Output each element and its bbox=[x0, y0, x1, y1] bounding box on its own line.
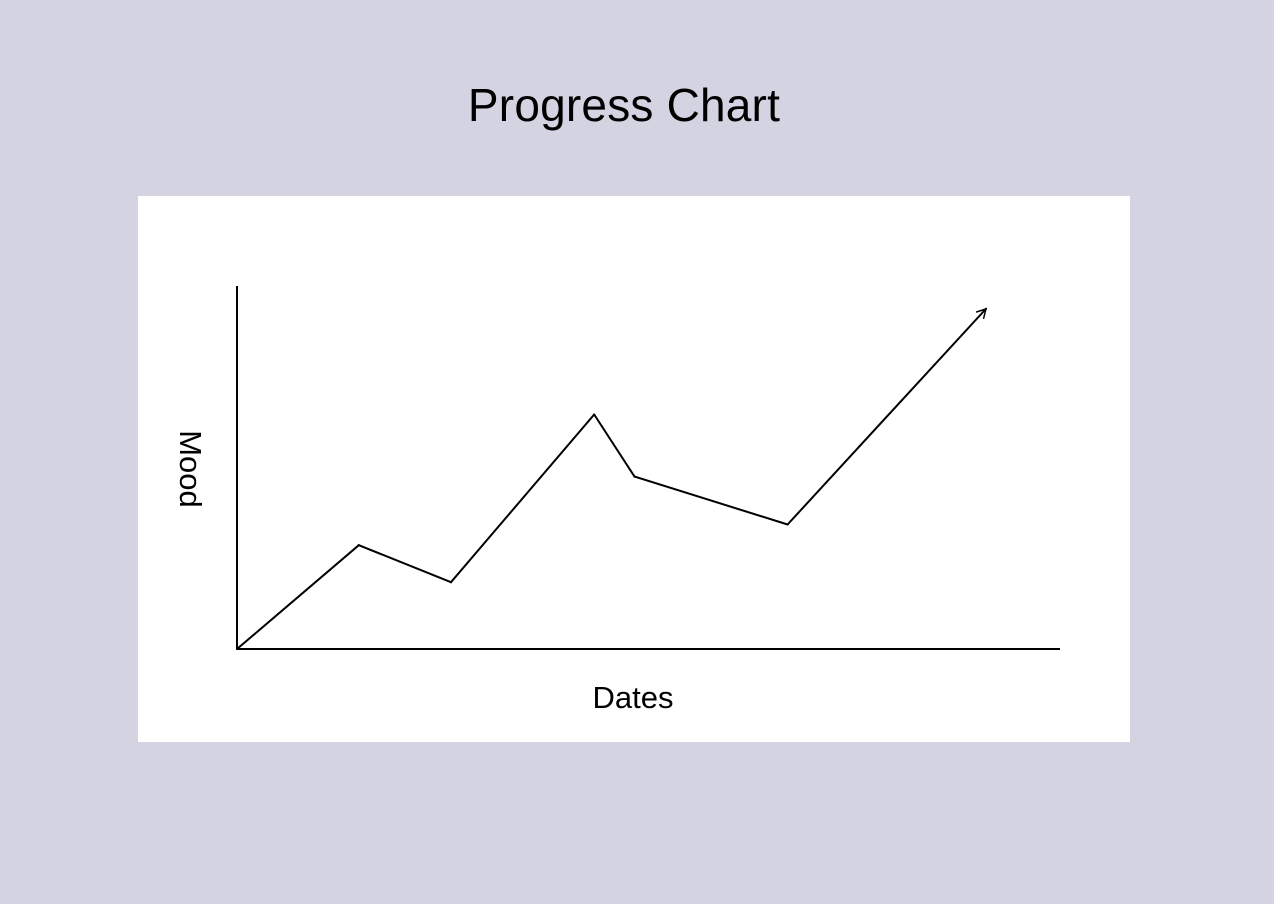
series-0-point-5 bbox=[786, 523, 789, 526]
series-0-point-6 bbox=[984, 307, 987, 310]
series-0-point-4 bbox=[633, 475, 636, 478]
series-layer bbox=[236, 307, 987, 650]
series-0-segment-0 bbox=[236, 544, 360, 650]
series-0-segment-5 bbox=[786, 307, 987, 526]
series-0-point-0 bbox=[236, 648, 238, 650]
x-axis-label: Dates bbox=[592, 680, 674, 715]
line-chart bbox=[236, 286, 1060, 650]
chart-panel: Dates Mood bbox=[138, 196, 1130, 742]
series-0-segment-3 bbox=[593, 413, 636, 478]
series-0-segment-4 bbox=[633, 475, 789, 526]
series-0-point-1 bbox=[357, 544, 360, 547]
series-0-segment-1 bbox=[357, 544, 452, 584]
y-axis-label: Mood bbox=[173, 430, 208, 508]
series-0-point-3 bbox=[593, 413, 596, 416]
series-0-segment-2 bbox=[449, 413, 596, 584]
series-0-point-2 bbox=[449, 581, 452, 584]
page-title: Progress Chart bbox=[467, 79, 781, 131]
